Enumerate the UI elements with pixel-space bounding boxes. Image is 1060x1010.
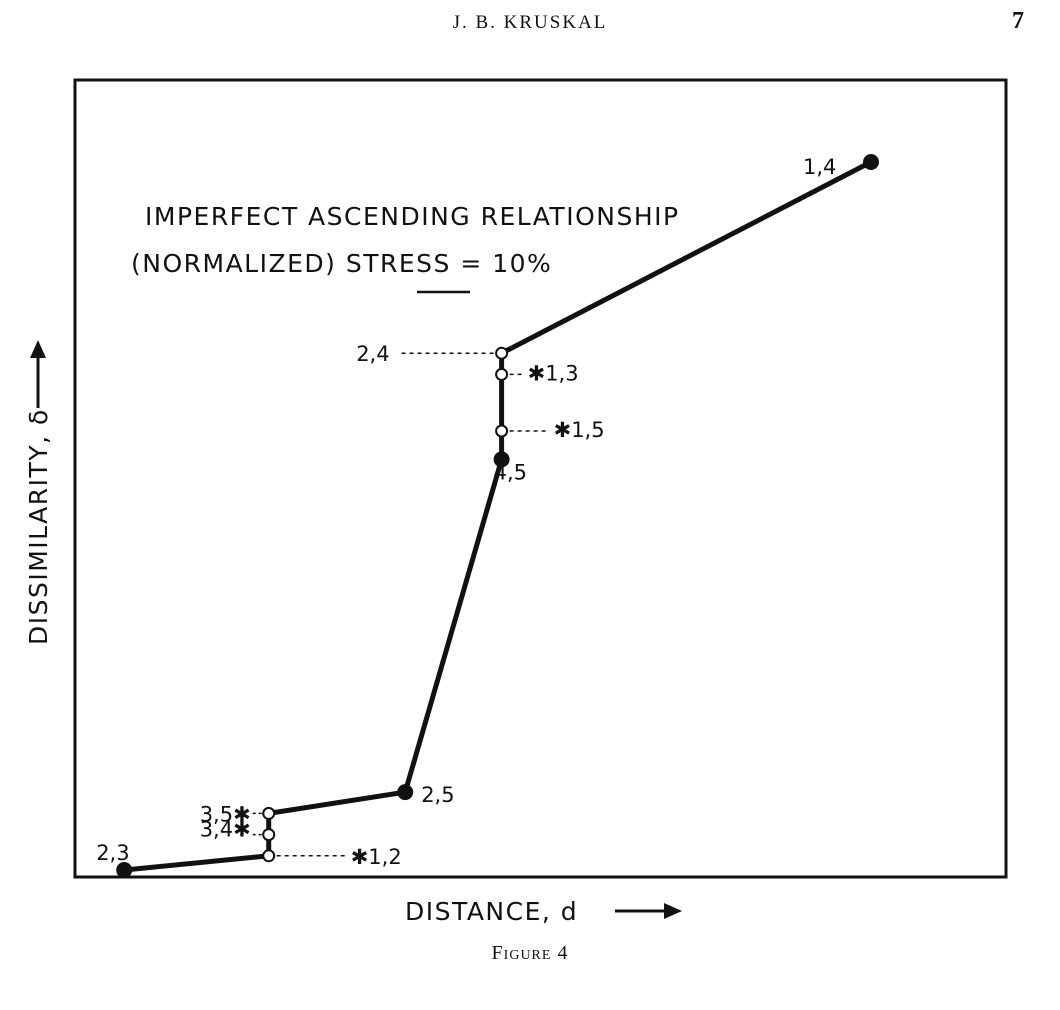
point-labels: 2,3 ✱1,2 3,4✱3,5✱ 2,5 4,5 ✱1,5 ✱1,3 2,4 1,4 — [96, 155, 836, 869]
point-2-5 — [397, 784, 414, 801]
label-4-5: 4,5 — [494, 460, 527, 484]
label-1-2: ✱1,2 — [351, 845, 402, 869]
point-1-3 — [495, 367, 509, 381]
page-number: 7 — [1012, 8, 1024, 34]
label-1-5: ✱1,5 — [554, 418, 605, 442]
point-3-4 — [262, 828, 276, 842]
label-3-4: 3,4✱ — [200, 818, 251, 842]
figure-caption: Figure 4 — [491, 942, 569, 964]
point-1-4 — [863, 154, 879, 170]
point-3-5 — [262, 806, 276, 820]
label-leaders — [252, 352, 550, 857]
annotation-line-1: IMPERFECT ASCENDING RELATIONSHIP — [145, 202, 680, 231]
label-2-5: 2,5 — [421, 783, 454, 807]
x-axis-label: DISTANCE, d — [405, 897, 578, 926]
point-1-2 — [262, 849, 276, 863]
plot-frame — [73, 78, 1008, 879]
x-axis-arrow — [615, 903, 682, 919]
point-2-3 — [116, 862, 133, 878]
point-1-5 — [495, 424, 509, 438]
y-axis-arrow — [30, 340, 46, 408]
y-axis-label: DISSIMILARITY, δ — [24, 408, 53, 645]
label-2-3: 2,3 — [96, 841, 129, 865]
label-2-4: 2,4 — [356, 342, 389, 366]
point-2-4 — [495, 346, 509, 360]
label-1-3: ✱1,3 — [528, 361, 579, 385]
data-points — [116, 154, 879, 878]
running-head: J. B. KRUSKAL — [452, 12, 608, 33]
label-1-4: 1,4 — [803, 155, 836, 179]
point-4-5 — [493, 451, 510, 468]
annotation-line-2: (NORMALIZED) STRESS = 10% — [131, 249, 552, 278]
label-3-5: 3,5✱ — [200, 802, 251, 826]
